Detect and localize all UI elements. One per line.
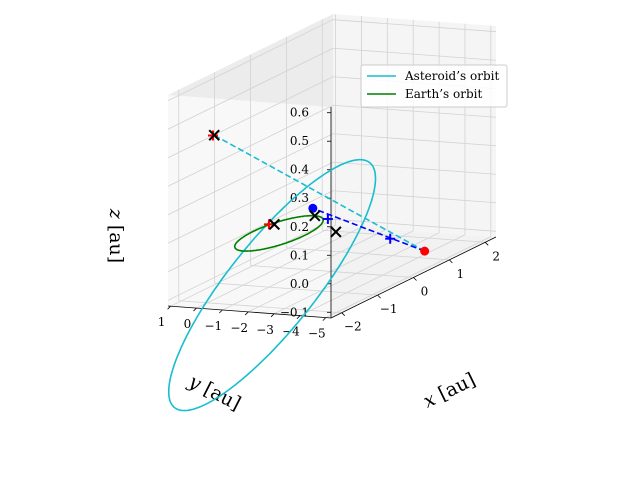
y-tick-label: 1 [158,315,166,329]
z-axis-label: z [au] [105,208,127,263]
marker-x [208,129,220,141]
axis-label-unit: [au] [195,375,245,415]
z-tick-label: 0.4 [290,163,309,177]
z-tick-label: 0.6 [290,106,309,120]
z-tick-label: 0.3 [290,191,309,205]
y-tick-mark [322,317,327,321]
grid-line-y-floor [325,236,492,318]
grid-line-y-floor [222,228,388,311]
grid-line-x-floor [214,282,378,296]
y-tick-mark [219,309,223,314]
legend-frame [360,64,508,108]
grid-line-z-right [332,161,497,175]
marker-x [309,210,321,222]
grid-line-z-right [332,190,497,204]
x-tick-label: −2 [344,320,362,334]
grid-line-z-right [332,218,497,232]
z-tick-label: 0.1 [290,248,309,262]
x-tick-label: 1 [457,267,465,281]
grid-line-z-right [332,19,497,33]
grid-line-x-floor [286,247,450,261]
y-tick-mark [193,307,197,312]
grid-line-z-right [332,47,497,61]
x-tick-label: 2 [492,249,500,263]
series-dashed-segment-2 [213,134,426,252]
x-tick-mark [377,294,381,299]
y-tick-mark [296,315,301,319]
z-tick-label: 0.0 [290,277,309,291]
grid-line-z-back [167,19,334,102]
grid-line-y-floor [170,224,336,307]
legend-label-earth: Earth’s orbit [405,87,482,101]
legend: Asteroid’s orbit Earth’s orbit [360,64,508,108]
plot-area [167,129,430,412]
marker-x [330,226,342,238]
grid-line-z-right [332,104,497,118]
x-tick-mark [413,277,417,281]
y-tick-label: 0 [184,317,192,331]
x-tick-mark [341,312,346,317]
y-tick-mark [167,305,171,310]
x-axis-label: x [au] [420,369,479,413]
series-asteroid-s-orbit [167,158,377,412]
marker-x [268,218,281,231]
z-tick-label: 0.5 [290,134,309,148]
legend-label-asteroid: Asteroid’s orbit [404,69,499,83]
x-tick-label: −1 [380,302,398,316]
grid-line-z-right [332,133,497,147]
x-tick-label: 0 [421,285,429,299]
axis-label-unit: [au] [105,219,127,263]
x-tick-mark [484,241,489,246]
grid-line-z-back [167,104,334,187]
grid-line-z-back [167,76,334,159]
grid-line-z-back [167,161,334,244]
marker-circle [420,246,430,256]
grid-line-y-floor [299,234,466,317]
y-tick-label: −2 [230,321,248,335]
y-axis-label: y [au] [184,370,244,415]
right-pane [333,14,496,237]
grid-line-x-floor [322,229,486,243]
y-tick-label: −1 [204,319,222,333]
grid-line-z-back [167,133,334,216]
y-tick-mark [270,313,275,318]
y-tick-label: −3 [256,323,274,337]
grid-line-x-floor [250,265,414,278]
grid-line-z-back [167,218,334,301]
z-tick-label: 0.2 [290,220,309,234]
axis-label-unit: [au] [429,369,479,408]
x-tick-mark [449,259,453,264]
z-tick-label: −0.1 [280,305,309,319]
grid-line-z-back [167,47,334,130]
axis-label-symbol: z [105,208,127,220]
y-tick-label: −5 [308,327,326,341]
y-tick-mark [244,311,249,316]
axis-panes [168,14,496,318]
grid-line-y-floor [196,226,362,309]
grid-line-z-back [167,190,334,273]
series-dashed-segment-3 [312,207,425,252]
